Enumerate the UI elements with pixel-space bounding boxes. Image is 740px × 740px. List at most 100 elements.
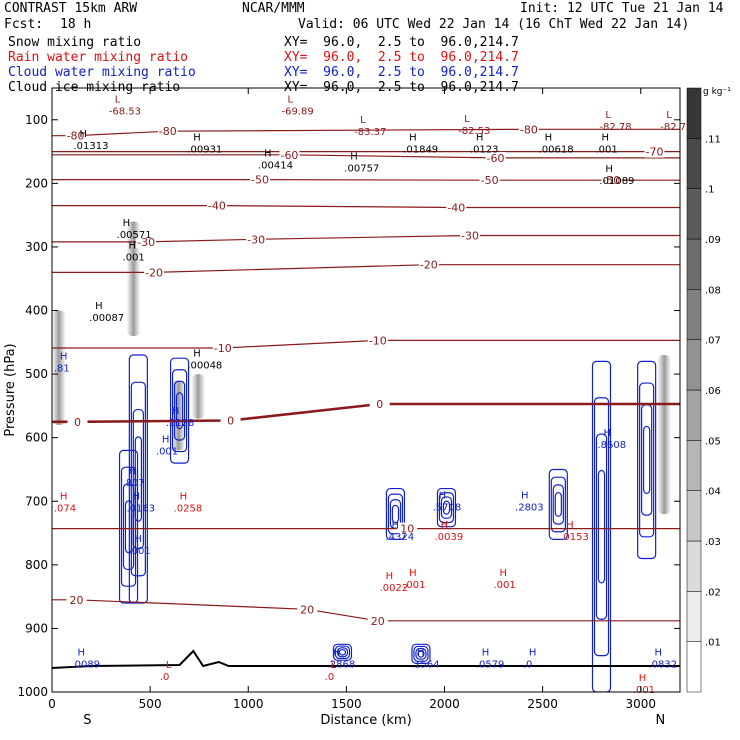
colorbar-tick-label-7: .08 (705, 285, 721, 296)
cloud-water-contour-9-3 (417, 650, 425, 658)
forecast-value: 18 h (60, 17, 92, 32)
colorbar-box-9 (686, 188, 702, 240)
extremum-value-44: .001 (633, 685, 655, 696)
extremum-kind-16: H (129, 240, 137, 251)
isotherm-label-bg--10-0 (212, 342, 233, 355)
cloud-water-contour-5-1 (550, 476, 566, 533)
cloud-water-contour-6-3 (597, 469, 606, 584)
extremum-kind-18: H (60, 352, 68, 363)
isotherm-label-bg--80-2 (518, 123, 539, 136)
cloud-water-contour-2-0 (118, 449, 139, 604)
terrain-line (52, 649, 680, 669)
colorbar-tick-label-5: .06 (705, 386, 721, 397)
isotherm-label-0-0: 0 (74, 416, 81, 429)
isotherm-label--60-0: -60 (280, 149, 298, 162)
extremum-value-7: .00931 (187, 144, 222, 155)
cloud-water-contour-8-3 (338, 648, 347, 656)
y-tick-label-600: 600 (25, 431, 48, 445)
extremum-kind-17: H (95, 301, 103, 312)
extremum-kind-44: H (639, 673, 647, 684)
y-tick-label-200: 200 (25, 176, 48, 190)
cloud-ice-shading-3 (191, 374, 206, 419)
isotherm-label-bg-0-2 (369, 397, 390, 410)
colorbar-tick-label-8: .09 (705, 235, 721, 246)
x-end-label-south: S (83, 713, 91, 728)
extremum-kind-36: H (333, 647, 341, 658)
extremum-value-16: .001 (123, 252, 145, 263)
extremum-kind-28: H (392, 520, 400, 531)
cloud-water-contour-8-1 (334, 645, 351, 660)
y-tick-label-900: 900 (25, 621, 48, 635)
extremum-value-42: .0 (325, 672, 335, 683)
extremum-value-22: .807 (123, 478, 145, 489)
colorbar-tick-label-10: .11 (705, 134, 721, 145)
cloud-water-contour-7-1 (639, 382, 655, 538)
cloud-water-contour-6-2 (595, 433, 608, 620)
cloud-water-contour-4-3 (442, 500, 451, 515)
extremum-kind-5: L (666, 110, 672, 121)
extremum-value-31: .8608 (597, 440, 626, 451)
colorbar-box-4 (686, 440, 702, 491)
init-time: Init: 12 UTC Tue 21 Jan 14 (520, 1, 724, 16)
extremum-value-34: .001 (403, 580, 425, 591)
extremum-value-30: .2803 (515, 502, 544, 513)
cloud-ice-shading-0 (52, 310, 66, 425)
extremum-value-8: .00414 (258, 160, 293, 171)
extremum-kind-12: H (545, 132, 553, 143)
extremum-value-43: .001 (493, 580, 515, 591)
extremum-kind-29: H (441, 520, 449, 531)
extremum-kind-33: H (386, 571, 394, 582)
extremum-value-13: .001 (596, 144, 618, 155)
isotherm-label--20-0: -20 (145, 266, 163, 279)
isotherm-label-0-2: 0 (376, 398, 383, 411)
isotherm-label--10-1: -10 (369, 334, 387, 347)
extremum-kind-26: H (60, 492, 68, 503)
forecast-label: Fcst: (4, 17, 44, 32)
extremum-kind-10: H (409, 132, 417, 143)
cloud-water-contour-4-2 (440, 496, 453, 519)
isotherm--20 (52, 264, 680, 273)
x-tick-label-2000: 2000 (429, 697, 460, 711)
isotherm-label-bg-0-0 (67, 415, 88, 428)
isotherm--60 (52, 154, 680, 159)
xy-snow: XY= 96.0, 2.5 to 96.0,214.7 (284, 35, 519, 50)
extremum-kind-7: H (193, 132, 201, 143)
isotherm-label--70-0: -70 (646, 146, 664, 159)
xy-rain: XY= 96.0, 2.5 to 96.0,214.7 (284, 50, 519, 65)
extremum-kind-2: L (360, 115, 366, 126)
xy-cloud-water: XY= 96.0, 2.5 to 96.0,214.7 (284, 65, 519, 80)
cloud-water-contour-5-0 (548, 468, 568, 541)
valid-time: Valid: 06 UTC Wed 22 Jan 14 (16 ChT Wed … (298, 17, 690, 32)
isotherm-label-bg--70-0 (644, 145, 665, 158)
isotherm-20 (52, 599, 680, 622)
colorbar-unit: g kg⁻¹ (703, 87, 731, 97)
org-name: NCAR/MMM (242, 1, 305, 16)
extremum-kind-4: L (605, 110, 611, 121)
y-tick-label-1000: 1000 (17, 685, 48, 699)
extremum-kind-34: H (409, 568, 417, 579)
extremum-value-41: .0 (160, 672, 170, 683)
extremum-kind-38: H (482, 647, 490, 658)
isotherm-label-0-1: 0 (227, 415, 234, 428)
extremum-kind-39: H (529, 647, 537, 658)
isotherm-label-bg--50-2 (601, 174, 622, 187)
extremum-kind-15: H (123, 218, 131, 229)
extremum-kind-41: L (166, 660, 172, 671)
extremum-value-15: .00571 (117, 230, 152, 241)
cloud-water-contour-7-0 (637, 360, 657, 560)
extremum-value-12: .00618 (539, 144, 574, 155)
isotherm--10 (52, 339, 680, 349)
extremum-kind-31: H (603, 428, 611, 439)
isotherm-label-bg--40-0 (206, 199, 227, 212)
extremum-kind-23: H (132, 492, 140, 503)
extremum-value-25: .001 (128, 546, 150, 557)
extremum-value-19: .00048 (187, 361, 222, 372)
extremum-kind-32: H (566, 520, 574, 531)
cloud-water-contour-7-3 (642, 425, 651, 495)
isotherm-label-bg--50-1 (479, 174, 500, 187)
isotherm-label-20-1: 20 (300, 603, 314, 616)
isotherm--50 (52, 179, 680, 181)
extremum-kind-27: H (439, 490, 447, 501)
cloud-ice-shading-4 (657, 355, 672, 514)
extremum-value-0: -68.53 (109, 106, 141, 117)
